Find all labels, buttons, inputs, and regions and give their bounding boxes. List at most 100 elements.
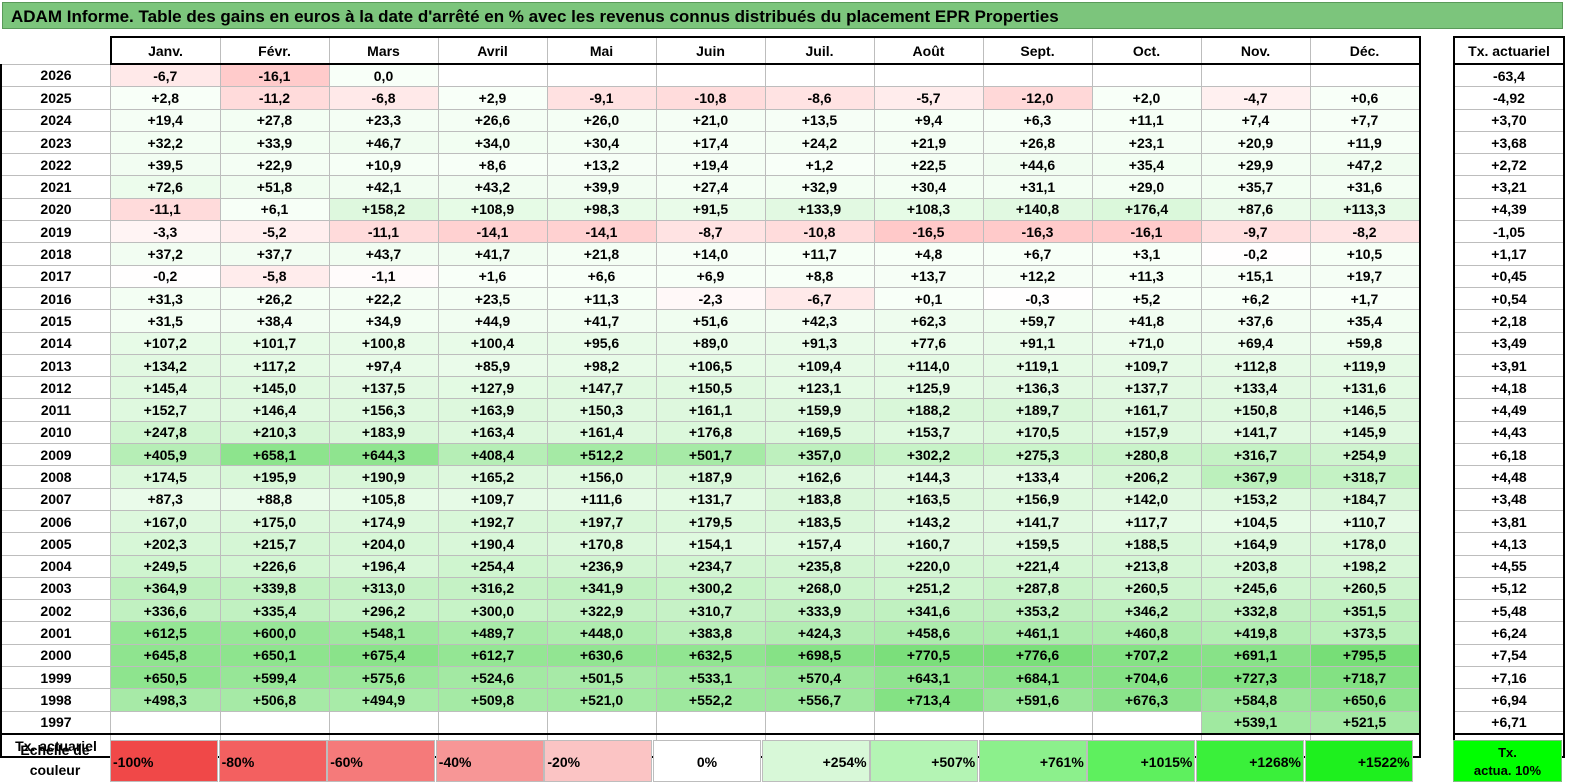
color-scale-cell: -20% bbox=[544, 740, 653, 782]
column-header: Févr. bbox=[219, 36, 330, 65]
value-cell: +383,8 bbox=[655, 621, 766, 645]
value-cell: +424,3 bbox=[764, 621, 875, 645]
value-cell: +137,7 bbox=[1091, 376, 1202, 400]
value-cell bbox=[655, 710, 766, 735]
value-cell: +26,6 bbox=[437, 108, 548, 132]
value-cell: +713,4 bbox=[873, 688, 984, 712]
value-cell: +41,7 bbox=[437, 242, 548, 266]
value-cell: +11,7 bbox=[764, 242, 875, 266]
value-cell: +114,0 bbox=[873, 353, 984, 378]
value-cell: +147,7 bbox=[546, 376, 657, 400]
value-cell: +419,8 bbox=[1200, 621, 1311, 645]
actuarial-rate-cell: +6,18 bbox=[1453, 443, 1565, 467]
actuarial-rate-cell: -1,05 bbox=[1453, 220, 1565, 244]
table-row: 2015 +31,5 +38,4 +34,9 +44,9 +41,7 +51,6 +42,3 +… bbox=[0, 309, 1421, 333]
table-row: 2013 +134,2 +117,2 +97,4 +85,9 +98,2 +106,5 +10… bbox=[0, 353, 1421, 378]
value-cell: +698,5 bbox=[764, 643, 875, 668]
value-cell: -3,3 bbox=[110, 220, 221, 244]
value-cell: +245,6 bbox=[1200, 576, 1311, 601]
value-cell: +13,5 bbox=[764, 108, 875, 132]
value-cell: -1,1 bbox=[328, 264, 439, 288]
value-cell: +109,7 bbox=[1091, 353, 1202, 378]
table-row: 2011 +152,7 +146,4 +156,3 +163,9 +150,3 +161,1… bbox=[0, 398, 1421, 422]
year-label: 2023 bbox=[0, 130, 111, 155]
value-cell: +165,2 bbox=[437, 465, 548, 489]
color-scale-label-line1: Echelle de bbox=[20, 742, 90, 758]
value-cell: +339,8 bbox=[219, 576, 330, 601]
value-cell: +408,4 bbox=[437, 443, 548, 467]
value-cell: +174,9 bbox=[328, 509, 439, 534]
value-cell: +156,9 bbox=[982, 487, 1093, 511]
value-cell: +146,4 bbox=[219, 398, 330, 422]
value-cell: +645,8 bbox=[110, 643, 221, 668]
value-cell: +106,5 bbox=[655, 353, 766, 378]
value-cell: +142,0 bbox=[1091, 487, 1202, 511]
value-cell: -2,3 bbox=[655, 286, 766, 311]
value-cell: +24,2 bbox=[764, 130, 875, 155]
value-cell: +22,2 bbox=[328, 286, 439, 311]
value-cell: +11,9 bbox=[1309, 130, 1421, 155]
value-cell: +770,5 bbox=[873, 643, 984, 668]
value-cell: +117,2 bbox=[219, 353, 330, 378]
value-cell: +87,3 bbox=[110, 487, 221, 511]
value-cell: +188,2 bbox=[873, 398, 984, 422]
year-label: 2003 bbox=[0, 576, 111, 601]
value-cell: +32,2 bbox=[110, 130, 221, 155]
value-cell bbox=[982, 710, 1093, 735]
actuarial-rate-cell: +4,39 bbox=[1453, 197, 1565, 222]
value-cell: +69,4 bbox=[1200, 331, 1311, 355]
year-label: 2002 bbox=[0, 599, 111, 623]
year-label: 2025 bbox=[0, 86, 111, 110]
value-cell: +300,2 bbox=[655, 576, 766, 601]
actuarial-rate-cell: +7,16 bbox=[1453, 666, 1565, 690]
value-cell: +13,2 bbox=[546, 153, 657, 177]
side-row: +3,70 bbox=[1453, 108, 1565, 132]
actuarial-rate-cell: +3,48 bbox=[1453, 487, 1565, 511]
year-label: 2010 bbox=[0, 420, 111, 445]
value-cell: +23,1 bbox=[1091, 130, 1202, 155]
value-cell: -9,1 bbox=[546, 86, 657, 110]
value-cell: +62,3 bbox=[873, 309, 984, 333]
color-scale-cell: +507% bbox=[870, 740, 979, 782]
value-cell: +44,6 bbox=[982, 153, 1093, 177]
side-row: +4,49 bbox=[1453, 398, 1565, 422]
value-cell: 0,0 bbox=[328, 63, 439, 88]
value-cell: +170,5 bbox=[982, 420, 1093, 445]
side-row: +3,49 bbox=[1453, 331, 1565, 355]
value-cell: +161,1 bbox=[655, 398, 766, 422]
table-row: 2025 +2,8 -11,2 -6,8 +2,9 -9,1 -10,8 -8,6 -5,7 -1… bbox=[0, 86, 1421, 110]
value-cell: +10,9 bbox=[328, 153, 439, 177]
value-cell: +600,0 bbox=[219, 621, 330, 645]
value-cell: +727,3 bbox=[1200, 666, 1311, 690]
value-cell: +351,5 bbox=[1309, 599, 1421, 623]
value-cell: +275,3 bbox=[982, 443, 1093, 467]
value-cell: +144,3 bbox=[873, 465, 984, 489]
value-cell: +795,5 bbox=[1309, 643, 1421, 668]
value-cell: +146,5 bbox=[1309, 398, 1421, 422]
value-cell: +448,0 bbox=[546, 621, 657, 645]
value-cell bbox=[764, 710, 875, 735]
value-cell: +39,5 bbox=[110, 153, 221, 177]
value-cell: +6,1 bbox=[219, 197, 330, 222]
value-cell bbox=[328, 710, 439, 735]
year-label: 2009 bbox=[0, 443, 111, 467]
column-header: Mars bbox=[328, 36, 439, 65]
color-scale-cell: +254% bbox=[761, 740, 870, 782]
value-cell: +157,4 bbox=[764, 532, 875, 556]
value-cell: +644,3 bbox=[328, 443, 439, 467]
value-cell: +156,3 bbox=[328, 398, 439, 422]
value-cell: +206,2 bbox=[1091, 465, 1202, 489]
value-cell: +336,6 bbox=[110, 599, 221, 623]
value-cell: -6,8 bbox=[328, 86, 439, 110]
column-header: Juin bbox=[655, 36, 766, 65]
value-cell: +524,6 bbox=[437, 666, 548, 690]
year-label: 1997 bbox=[0, 710, 111, 735]
value-cell: +5,2 bbox=[1091, 286, 1202, 311]
value-cell: -0,2 bbox=[1200, 242, 1311, 266]
year-label: 2006 bbox=[0, 509, 111, 534]
value-cell: +39,9 bbox=[546, 175, 657, 199]
value-cell: +650,6 bbox=[1309, 688, 1421, 712]
value-cell: +630,6 bbox=[546, 643, 657, 668]
value-cell: +159,9 bbox=[764, 398, 875, 422]
value-cell: +150,3 bbox=[546, 398, 657, 422]
